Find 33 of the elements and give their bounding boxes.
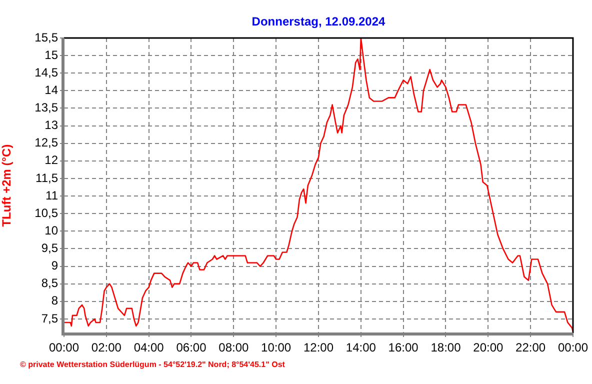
- y-tick-label: 13: [44, 118, 58, 132]
- y-tick-label: 10: [44, 223, 58, 238]
- x-tick-label: 22:00: [516, 340, 546, 355]
- x-tick-label: 14:00: [346, 340, 376, 355]
- x-tick-label: 20:00: [473, 340, 504, 355]
- y-tick-label: 14: [44, 82, 58, 97]
- text: © private Wetterstation Süderlügum - 54°52'19.2" Nord; 8°54'45.1" Ost: [20, 360, 286, 370]
- x-tick-label: 00:00: [558, 340, 588, 355]
- y-tick-label: 9,5: [41, 241, 58, 256]
- chart-title: Donnerstag, 12.09.2024: [252, 14, 386, 28]
- x-tick-label: 12:00: [303, 340, 334, 355]
- y-tick-label: 10,5: [34, 206, 58, 220]
- x-tick-label: 18:00: [430, 340, 462, 355]
- y-tick-label: 11: [46, 188, 58, 202]
- y-tick-label: 15,5: [34, 30, 58, 44]
- y-tick-label: 8: [51, 294, 58, 308]
- y-tick-label: 12,5: [34, 136, 58, 150]
- x-tick-label: 16:00: [388, 340, 419, 355]
- x-tick-label: 10:00: [261, 340, 292, 355]
- y-tick-label: 15: [44, 48, 58, 62]
- y-axis-title: TLuft +2m (°C): [0, 144, 14, 227]
- x-tick-label: 04:00: [134, 340, 164, 355]
- x-tick-label: 06:00: [176, 340, 207, 355]
- y-tick-label: 8,5: [41, 276, 58, 290]
- y-tick-label: 9: [51, 258, 58, 273]
- x-tick-label: 02:00: [91, 340, 122, 355]
- y-tick-label: 12: [44, 153, 58, 168]
- x-tick-label: 00:00: [48, 340, 80, 355]
- x-tick-label: 08:00: [218, 340, 249, 355]
- y-tick-label: 14,5: [34, 65, 58, 80]
- y-tick-label: 11,5: [36, 170, 58, 185]
- y-tick-label: 13,5: [34, 100, 58, 115]
- y-tick-label: 7,5: [41, 311, 58, 326]
